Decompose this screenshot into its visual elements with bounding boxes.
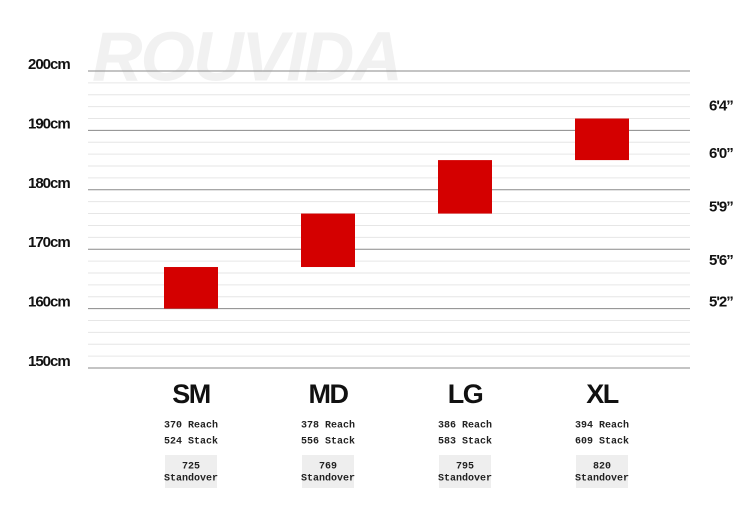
watermark: ROUVIDA [92, 17, 401, 95]
stack-label: 524 Stack [164, 436, 218, 448]
y-tick-label: 190cm [28, 115, 70, 132]
standover-label: Standover [575, 473, 629, 485]
size-range-bar [575, 118, 629, 161]
standover-label: Standover [438, 473, 492, 485]
standover-box [165, 455, 217, 488]
stack-label: 583 Stack [438, 436, 492, 448]
size-range-bar [301, 213, 355, 268]
standover-value: 769 [319, 462, 337, 473]
reach-label: 386 Reach [438, 420, 492, 432]
y-tick-label: 150cm [28, 353, 70, 370]
y-tick-label: 160cm [28, 294, 70, 311]
reach-label: 370 Reach [164, 420, 218, 432]
reach-label: 394 Reach [575, 420, 629, 432]
stack-label: 556 Stack [301, 436, 355, 448]
standover-value: 725 [182, 462, 200, 473]
y-tick-label: 200cm [28, 56, 70, 73]
size-range-bar [438, 160, 492, 214]
size-label: MD [309, 379, 349, 409]
standover-box [439, 455, 491, 488]
reach-label: 378 Reach [301, 420, 355, 432]
standover-box [302, 455, 354, 488]
y-tick-label: 170cm [28, 234, 70, 251]
y2-tick-label: 5'2” [709, 294, 733, 311]
y2-tick-label: 5'9” [709, 199, 733, 216]
size-label: LG [448, 379, 483, 409]
size-range-bar [164, 267, 218, 309]
standover-label: Standover [301, 473, 355, 485]
y-tick-label: 180cm [28, 175, 70, 192]
y2-tick-label: 5'6” [709, 252, 733, 269]
y2-tick-label: 6'0” [709, 145, 733, 162]
y2-tick-label: 6'4” [709, 98, 733, 115]
size-label: SM [172, 379, 210, 409]
size-label: XL [586, 379, 619, 409]
standover-value: 795 [456, 462, 474, 473]
stack-label: 609 Stack [575, 436, 629, 448]
standover-box [576, 455, 628, 488]
standover-label: Standover [164, 473, 218, 485]
standover-value: 820 [593, 462, 611, 473]
